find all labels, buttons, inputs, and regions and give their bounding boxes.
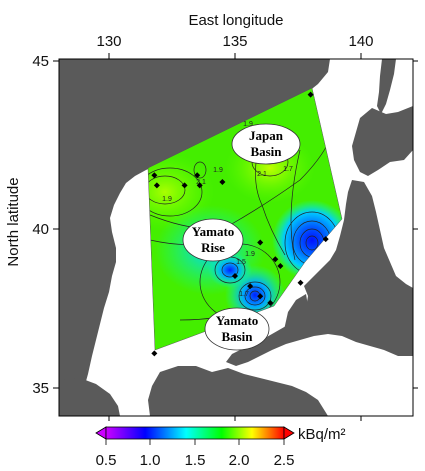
noto-peninsula bbox=[284, 294, 308, 330]
station-marker bbox=[151, 172, 158, 179]
lon-tick-label: 140 bbox=[348, 33, 373, 50]
continent-landmass bbox=[59, 59, 330, 416]
station-marker bbox=[277, 262, 284, 269]
lat-tick-label: 40 bbox=[32, 221, 49, 238]
lon-tick-label: 135 bbox=[222, 33, 247, 50]
station-marker bbox=[322, 236, 329, 243]
lat-tick-label: 45 bbox=[32, 53, 49, 70]
colorbar: kBq/m² 0.5 1.0 1.5 2.0 2.5 bbox=[95, 426, 346, 469]
honshu-island bbox=[226, 180, 413, 366]
region-label-line: Yamato bbox=[216, 313, 259, 328]
contour-label: 1.9 bbox=[213, 167, 223, 174]
contour-label-group: 1.9 2.1 1.9 2.1 1.9 1.7 1.5 1.7 1.9 bbox=[162, 121, 293, 298]
station-marker bbox=[257, 293, 264, 300]
contour-label: 2.1 bbox=[257, 171, 267, 178]
colorbar-unit: kBq/m² bbox=[298, 426, 346, 443]
station-marker bbox=[272, 256, 279, 263]
station-markers bbox=[151, 91, 329, 357]
contour-label: 1.9 bbox=[162, 196, 172, 203]
region-label-line: Japan bbox=[249, 128, 284, 143]
region-label-yamato-rise: Yamato Rise bbox=[182, 218, 244, 262]
lon-tick-label: 130 bbox=[96, 33, 121, 50]
lat-tick-label: 35 bbox=[32, 380, 49, 397]
contour-label: 1.7 bbox=[239, 291, 249, 298]
region-label-line: Basin bbox=[221, 329, 253, 344]
station-marker bbox=[219, 178, 226, 185]
contour-label: 2.1 bbox=[196, 179, 206, 186]
map-frame bbox=[58, 58, 414, 417]
survey-boundary bbox=[147, 87, 343, 351]
colorbar-tick-label: 2.0 bbox=[229, 452, 250, 469]
station-marker bbox=[196, 182, 203, 189]
colorbar-ticks bbox=[105, 439, 285, 445]
kyushu-island bbox=[148, 366, 328, 416]
colorbar-max-arrow bbox=[283, 426, 295, 440]
region-label-japan-basin: Japan Basin bbox=[231, 123, 301, 165]
colorbar-tick-label: 1.0 bbox=[140, 452, 161, 469]
colorbar-min-arrow bbox=[95, 426, 107, 440]
station-marker bbox=[257, 239, 264, 246]
map-area bbox=[59, 59, 413, 416]
region-label-line: Basin bbox=[250, 144, 282, 159]
colorbar-tick-label: 2.5 bbox=[274, 452, 295, 469]
korea-south-coast bbox=[59, 378, 120, 416]
contour-label: 1.9 bbox=[243, 121, 253, 128]
region-label-line: Rise bbox=[201, 240, 225, 255]
station-marker bbox=[194, 172, 201, 179]
hokkaido-island bbox=[352, 106, 413, 176]
station-marker bbox=[153, 182, 160, 189]
station-marker bbox=[232, 273, 238, 280]
station-marker bbox=[307, 91, 314, 98]
station-marker bbox=[247, 283, 254, 290]
contour-label: 1.9 bbox=[245, 251, 255, 258]
colorbar-tick-label: 0.5 bbox=[96, 452, 117, 469]
station-marker bbox=[297, 279, 304, 286]
axis-ticks bbox=[53, 53, 418, 421]
station-marker bbox=[151, 350, 158, 357]
region-label-yamato-basin: Yamato Basin bbox=[204, 307, 270, 351]
colorbar-gradient bbox=[105, 426, 285, 440]
x-axis-title: East longitude bbox=[188, 12, 283, 29]
y-axis-title: North latitude bbox=[5, 177, 22, 266]
station-marker bbox=[181, 182, 188, 189]
contour-label: 1.7 bbox=[283, 166, 293, 173]
contour-label: 1.5 bbox=[236, 259, 246, 266]
station-marker bbox=[267, 299, 274, 306]
colorbar-tick-label: 1.5 bbox=[185, 452, 206, 469]
sakhalin-island bbox=[377, 59, 396, 114]
region-label-line: Yamato bbox=[192, 224, 235, 239]
